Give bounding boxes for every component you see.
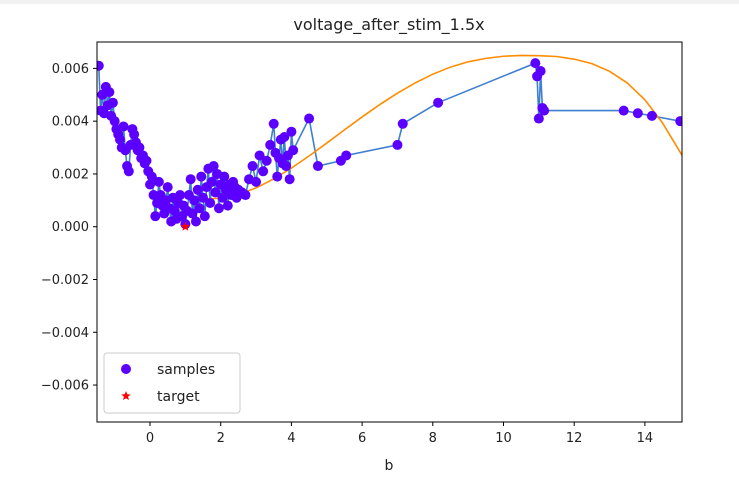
y-tick-label: −0.006 [41, 379, 89, 394]
sample-point [433, 97, 444, 108]
sample-point [258, 166, 269, 177]
sample-point [281, 161, 292, 172]
sample-point [210, 187, 221, 198]
sample-point [153, 176, 164, 187]
window-top-bar [0, 0, 739, 4]
sample-point [251, 176, 262, 187]
sample-point [198, 192, 209, 203]
sample-point [109, 116, 120, 127]
sample-point [392, 139, 403, 150]
sample-point [272, 171, 283, 182]
legend-label: samples [157, 362, 215, 378]
sample-point [162, 182, 173, 193]
sample-point [129, 129, 140, 140]
sample-point [265, 139, 276, 150]
sample-point [539, 105, 550, 116]
series-layer [97, 54, 682, 231]
sample-point [535, 66, 546, 77]
sample-point [175, 190, 186, 201]
sample-point [148, 190, 159, 201]
sample-point [530, 58, 541, 69]
sample-point [208, 161, 219, 172]
sample-point [118, 121, 129, 132]
x-tick-label: 2 [217, 431, 225, 446]
y-tick-label: 0.006 [52, 62, 89, 77]
sample-point [254, 150, 265, 161]
sample-point [123, 166, 134, 177]
sample-point [104, 87, 115, 98]
target-marker [180, 221, 191, 231]
sample-point [134, 142, 145, 153]
sample-point [286, 126, 297, 137]
sample-point [247, 161, 258, 172]
sample-point [632, 108, 643, 119]
legend: samples target [103, 352, 241, 414]
sample-point [217, 192, 228, 203]
x-tick-label: 4 [287, 431, 295, 446]
sample-point [213, 203, 224, 214]
sample-point [206, 176, 217, 187]
x-tick-label: 10 [495, 431, 512, 446]
sample-point [187, 208, 198, 219]
sample-point [675, 116, 682, 127]
sample-point [646, 110, 657, 121]
x-tick-label: 12 [566, 431, 583, 446]
sample-point [284, 174, 295, 185]
fit-curve-line [206, 54, 682, 200]
y-tick-label: 0.004 [52, 115, 89, 130]
y-tick-label: 0.000 [52, 220, 89, 235]
legend-box [103, 352, 241, 414]
sample-point [268, 118, 279, 129]
sample-point [261, 155, 272, 166]
sample-point [205, 197, 216, 208]
sample-point [97, 60, 104, 71]
sample-point [114, 134, 125, 145]
legend-target-marker [121, 391, 131, 401]
sample-point [107, 97, 118, 108]
sample-point [397, 118, 408, 129]
sample-point [141, 155, 152, 166]
x-tick-label: 14 [637, 431, 654, 446]
x-tick-label: 8 [429, 431, 437, 446]
y-tick-label: −0.004 [41, 326, 89, 341]
legend-samples-marker [121, 364, 131, 374]
sample-point [169, 205, 180, 216]
sample-point [190, 216, 201, 227]
sample-point [304, 113, 315, 124]
sample-point [222, 200, 233, 211]
y-tick-label: −0.002 [41, 273, 89, 288]
sample-point [288, 145, 299, 156]
sample-point [150, 211, 161, 222]
x-axis-label: b [385, 458, 394, 474]
sample-point [279, 132, 290, 142]
x-tick-label: 6 [358, 431, 366, 446]
axes-layer: 0 2 4 6 8 10 12 14 0.006 0.004 0.002 0.000 −0.002 −0.… [41, 41, 683, 446]
sample-point [146, 171, 157, 182]
legend-label: target [157, 389, 200, 405]
sample-point [312, 161, 323, 172]
sample-point [185, 174, 196, 185]
sample-point [618, 105, 629, 116]
sample-point [196, 171, 207, 182]
axes-border [96, 41, 683, 423]
sample-point [145, 179, 156, 190]
sample-point [189, 195, 200, 206]
sample-point [192, 184, 203, 195]
sample-point [240, 190, 251, 201]
x-tick-label: 0 [146, 431, 154, 446]
sample-point [533, 113, 544, 124]
sample-point [219, 171, 230, 182]
sample-point [341, 150, 352, 161]
y-tick-label: 0.002 [52, 167, 89, 182]
chart-title: voltage_after_stim_1.5x [293, 15, 484, 35]
sample-point [194, 203, 205, 214]
sample-point [199, 211, 210, 222]
